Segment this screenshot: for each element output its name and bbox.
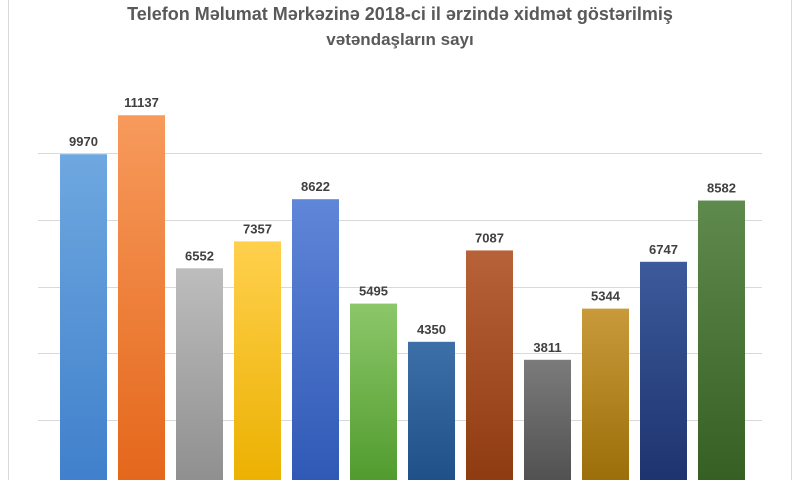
bars [60,115,745,480]
bar-2 [118,115,165,480]
bar-value-label-9: 3811 [533,340,561,355]
chart-border-left [8,0,9,480]
bar-value-label-12: 8582 [707,181,736,196]
chart-border-right [791,0,792,480]
bar-4 [234,241,281,480]
chart-title-line-2: vətəndaşların sayı [326,30,474,49]
bar-value-label-4: 7357 [243,221,272,236]
bar-value-label-2: 11137 [124,95,159,110]
data-labels: 9970 11137 6552 7357 8622 5495 4350 7087 3811 534… [69,95,736,355]
bar-11 [640,261,687,480]
bar-value-label-10: 5344 [591,289,621,304]
bar-value-label-1: 9970 [69,134,98,149]
bar-value-label-3: 6552 [185,248,214,263]
bar-value-label-7: 4350 [417,322,446,337]
bar-6 [350,303,397,480]
bar-10 [582,308,629,480]
bar-value-label-11: 6747 [649,242,678,257]
bar-value-label-8: 7087 [475,230,504,245]
bar-1 [60,154,107,480]
bar-8 [466,250,513,480]
bar-value-label-5: 8622 [301,179,330,194]
bar-5 [292,199,339,480]
bar-9 [524,359,571,480]
bar-value-label-6: 5495 [359,284,388,299]
bar-7 [408,341,455,480]
bar-12 [698,200,745,480]
chart-title-line-1: Telefon Məlumat Mərkəzinə 2018-ci il ərz… [127,4,673,24]
bar-3 [176,268,223,480]
